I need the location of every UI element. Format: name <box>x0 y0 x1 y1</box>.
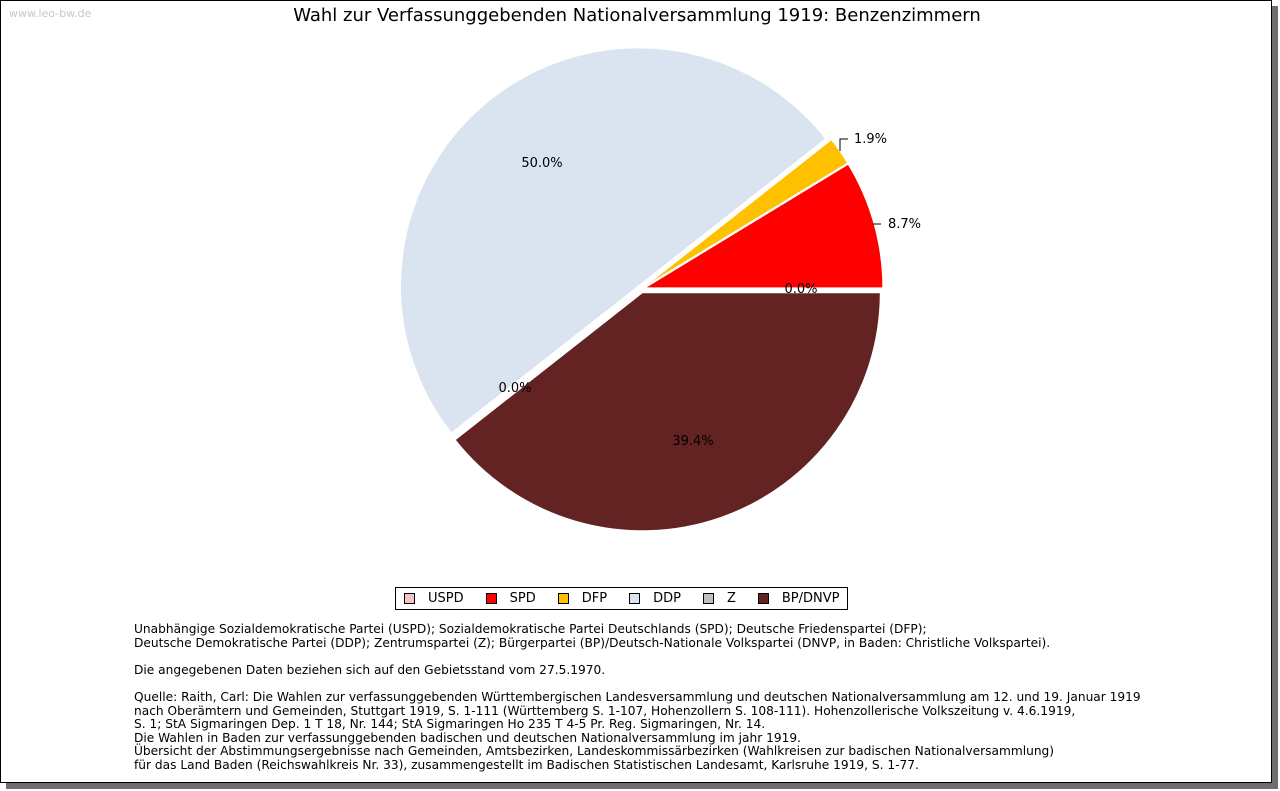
legend-swatch-z <box>702 593 714 604</box>
legend-label-z: Z <box>726 591 736 606</box>
legend-item-z: Z <box>702 591 736 606</box>
data-label-spd: 8.7% <box>888 217 921 232</box>
legend-swatch-bp-dnvp <box>757 593 769 604</box>
note-source-line: S. 1; StA Sigmaringen Dep. 1 T 18, Nr. 1… <box>134 717 766 732</box>
chart-notes: Unabhängige Sozialdemokratische Partei (… <box>134 622 1141 773</box>
watermark: www.leo-bw.de <box>9 7 92 20</box>
legend-swatch-dfp <box>557 593 569 604</box>
note-source-line: Übersicht der Abstimmungsergebnisse nach… <box>134 744 1055 759</box>
legend-label-dfp: DFP <box>581 591 608 606</box>
legend-label-uspd: USPD <box>428 591 464 606</box>
note-parties-line: Unabhängige Sozialdemokratische Partei (… <box>134 622 927 636</box>
note-source-line: nach Oberämtern und Gemeinden, Stuttgart… <box>134 703 1076 718</box>
legend-swatch-uspd <box>404 593 415 604</box>
pie-slice-bp-dnvp <box>454 292 881 532</box>
note-parties-line: Deutsche Demokratische Partei (DDP); Zen… <box>134 635 1051 650</box>
note-source-line: Die Wahlen in Baden zur verfassunggebend… <box>134 730 801 745</box>
data-label-ddp: 50.0% <box>521 156 562 171</box>
pie-slice-dfp <box>643 138 849 288</box>
pie-slice-ddp <box>400 47 827 434</box>
legend-item-ddp: DDP <box>629 591 681 606</box>
legend-label-bp-dnvp: BP/DNVP <box>781 591 840 606</box>
leader-line-dfp <box>839 138 848 151</box>
legend-swatch-ddp <box>629 593 641 604</box>
chart-title: Wahl zur Verfassunggebenden Nationalvers… <box>293 5 981 26</box>
legend-item-dfp: DFP <box>557 591 608 606</box>
data-label-bp-dnvp: 39.4% <box>672 434 713 449</box>
data-label-dfp: 1.9% <box>854 132 887 147</box>
note-source-line: Quelle: Raith, Carl: Die Wahlen zur verf… <box>134 689 1141 704</box>
legend-item-spd: SPD <box>485 591 536 606</box>
note-territory: Die angegebenen Daten beziehen sich auf … <box>134 662 606 677</box>
data-label-uspd: 0.0% <box>784 282 817 297</box>
data-label-z: 0.0% <box>498 381 531 396</box>
note-source-line: für das Land Baden (Reichswahlkreis Nr. … <box>134 757 919 772</box>
legend-item-uspd: USPD <box>404 591 464 606</box>
legend-item-bp-dnvp: BP/DNVP <box>757 591 840 606</box>
legend-label-ddp: DDP <box>653 591 681 606</box>
legend-swatch-spd <box>485 593 497 604</box>
chart-legend: USPD SPD DFP DDP Z BP/DNVP <box>395 587 849 610</box>
legend-label-spd: SPD <box>509 591 536 606</box>
